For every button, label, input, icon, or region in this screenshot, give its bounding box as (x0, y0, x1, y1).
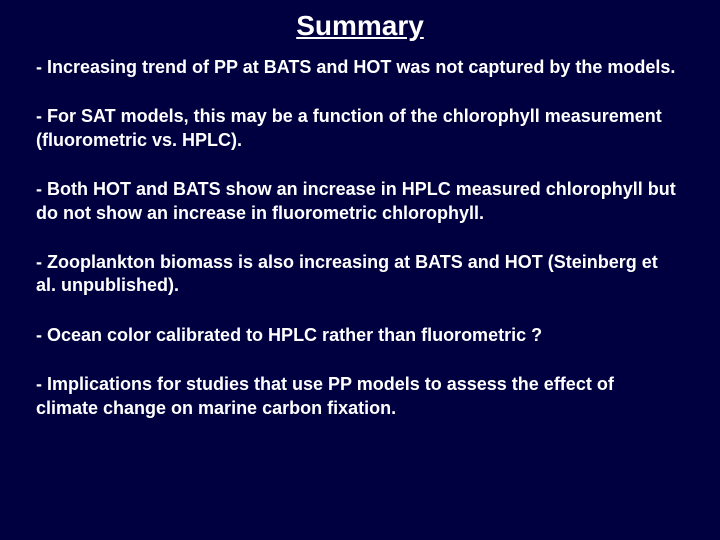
bullet-item: - Both HOT and BATS show an increase in … (30, 178, 690, 225)
bullet-item: - Ocean color calibrated to HPLC rather … (30, 324, 690, 347)
slide-container: Summary - Increasing trend of PP at BATS… (0, 0, 720, 540)
bullet-item: - Zooplankton biomass is also increasing… (30, 251, 690, 298)
slide-title: Summary (30, 10, 690, 42)
bullet-item: - Implications for studies that use PP m… (30, 373, 690, 420)
bullet-item: - For SAT models, this may be a function… (30, 105, 690, 152)
bullet-item: - Increasing trend of PP at BATS and HOT… (30, 56, 690, 79)
